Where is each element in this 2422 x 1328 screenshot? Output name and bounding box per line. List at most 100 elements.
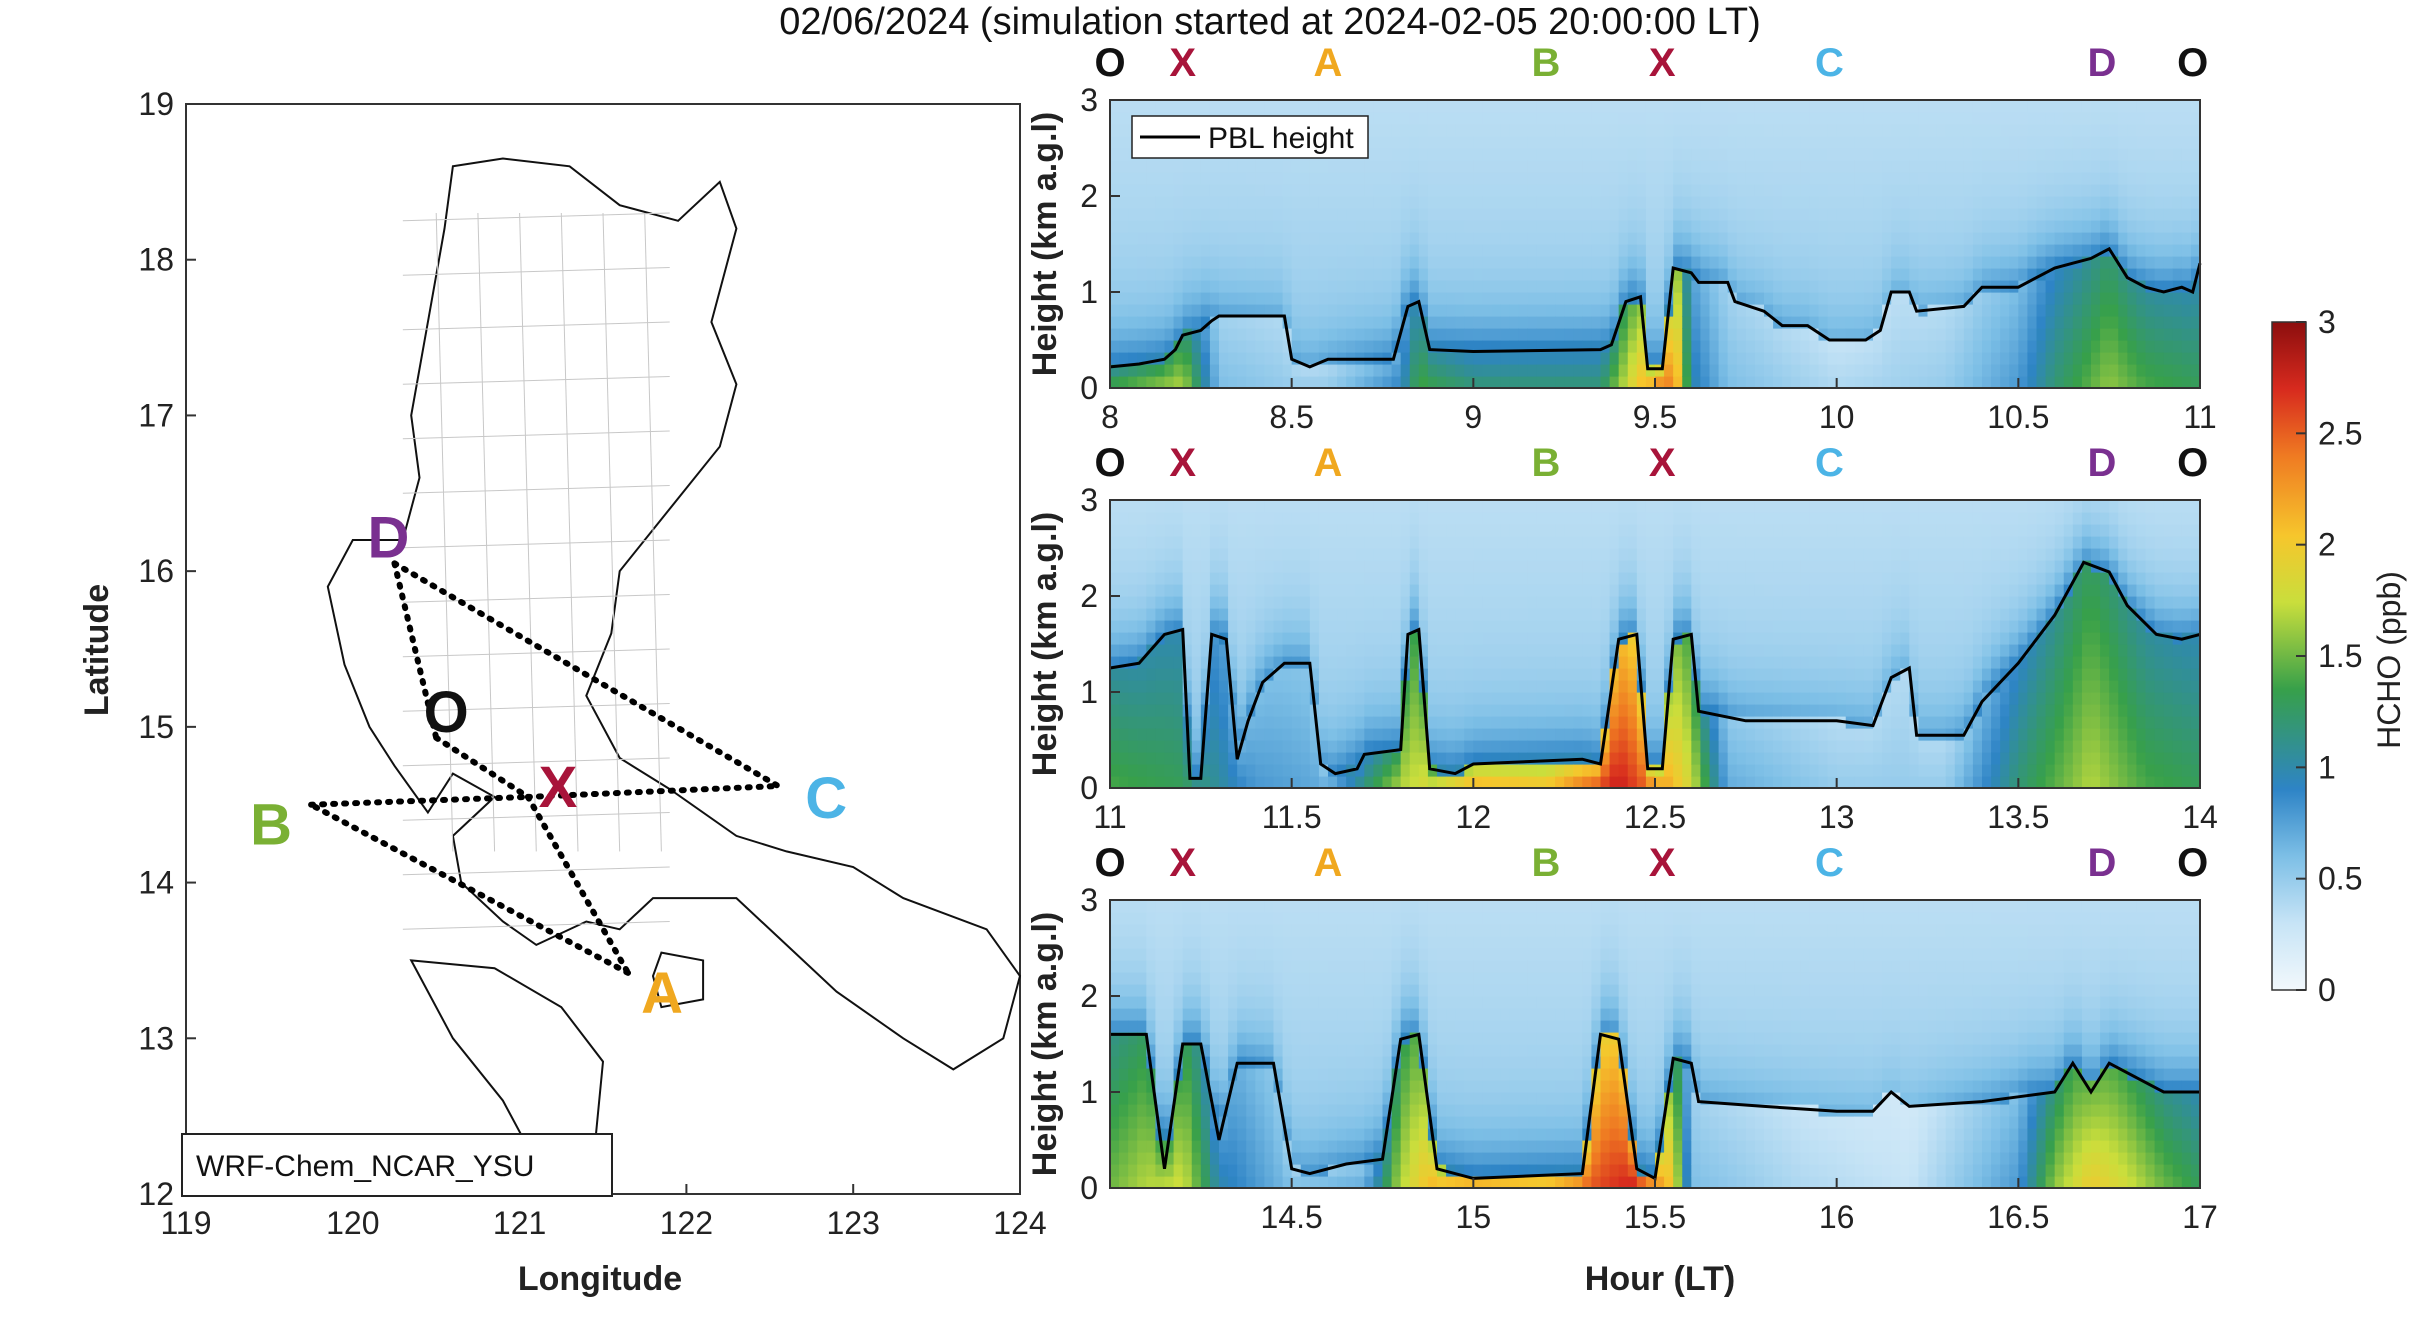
curtain-cell [2118, 124, 2128, 137]
curtain-cell [1854, 376, 1865, 389]
curtain-cell [1655, 232, 1665, 245]
curtain-cell [1927, 112, 1938, 125]
curtain-cell [1582, 172, 1593, 185]
curtain-cell [1146, 632, 1157, 645]
curtain-cell [1382, 328, 1393, 341]
curtain-cell [1773, 764, 1783, 777]
curtain-cell [1709, 572, 1720, 585]
curtain-cell [2081, 160, 2092, 173]
curtain-cell [1182, 524, 1193, 537]
curtain-cell [1509, 124, 1520, 137]
curtain-cell [1863, 608, 1874, 621]
curtain-cell [1564, 776, 1574, 789]
curtain-cell [1800, 196, 1811, 209]
curtain-cell [1509, 536, 1520, 549]
curtain-cell [2109, 352, 2119, 365]
curtain-cell [1809, 500, 1820, 513]
curtain-cell [1246, 680, 1256, 693]
curtain-cell [2136, 100, 2147, 113]
curtain-cell [1500, 316, 1511, 329]
curtain-cell [1318, 160, 1329, 173]
curtain-cell [1264, 268, 1275, 281]
curtain-cell [1972, 220, 1983, 233]
curtain-cell [1655, 752, 1665, 765]
curtain-cell [1536, 560, 1547, 573]
curtain-cell [1636, 656, 1647, 669]
curtain-cell [1600, 752, 1611, 765]
curtain-cell [1500, 304, 1511, 317]
curtain-cell [1110, 716, 1120, 729]
curtain-cell [2027, 340, 2038, 353]
curtain-cell [1328, 376, 1338, 389]
curtain-cell [1427, 328, 1438, 341]
curtain-cell [1627, 644, 1638, 657]
curtain-cell [1273, 776, 1284, 789]
curtain-cell [2181, 328, 2192, 341]
curtain-cell [1972, 124, 1983, 137]
curtain-cell [1546, 584, 1556, 597]
curtain-cell [1137, 752, 1147, 765]
curtain-cell [1500, 524, 1511, 537]
curtain-cell [1518, 232, 1529, 245]
curtain-cell [1818, 364, 1829, 377]
curtain-cell [1745, 512, 1756, 525]
curtain-cell [1682, 632, 1692, 645]
curtain-cell [1645, 172, 1656, 185]
curtain-cell [1437, 220, 1447, 233]
curtain-cell [1536, 584, 1547, 597]
curtain-cell [1745, 740, 1756, 753]
curtain-cell [1382, 692, 1393, 705]
curtain-cell [2054, 148, 2065, 161]
curtain-cell [1573, 148, 1583, 161]
curtain-cell [1110, 512, 1120, 525]
curtain-cell [2181, 340, 2192, 353]
curtain-cell [1518, 340, 1529, 353]
curtain-cell [1773, 620, 1783, 633]
curtain-cell [1655, 704, 1665, 717]
curtain-cell [1418, 644, 1429, 657]
curtain-cell [1482, 536, 1493, 549]
curtain-cell [1700, 148, 1711, 161]
curtain-cell [1800, 668, 1811, 681]
curtain-cell [1527, 100, 1538, 113]
curtain-cell [1337, 328, 1347, 341]
curtain-cell [2063, 184, 2074, 197]
curtain-cell [1600, 136, 1611, 149]
curtain-cell [1555, 500, 1565, 513]
curtain-cell [1809, 740, 1820, 753]
curtain-cell [1636, 536, 1647, 549]
curtain-cell [1736, 524, 1747, 537]
curtain-cell [1137, 304, 1147, 317]
curtain-cell [1627, 220, 1638, 233]
curtain-cell [1500, 100, 1511, 113]
curtain-cell [1718, 268, 1729, 281]
curtain-cell [1228, 172, 1238, 185]
curtain-cell [1509, 172, 1520, 185]
curtain-cell [1645, 656, 1656, 669]
curtain-cell [1700, 608, 1711, 621]
curtain-cell [1373, 112, 1384, 125]
curtain-cell [1764, 620, 1774, 633]
curtain-cell [1882, 256, 1892, 269]
curtain-cell [1609, 256, 1620, 269]
curtain-cell [1509, 256, 1520, 269]
curtain-cell [1909, 268, 1920, 281]
curtain-cell [1527, 340, 1538, 353]
curtain-cell [1546, 208, 1556, 221]
curtain-cell [1564, 608, 1574, 621]
curtain-cell [1282, 536, 1293, 549]
curtain-cell [1355, 776, 1365, 789]
curtain-cell [1754, 244, 1765, 257]
curtain-cell [1373, 160, 1384, 173]
curtain-cell [1600, 704, 1611, 717]
curtain-cell [1754, 608, 1765, 621]
curtain-cell [2000, 112, 2010, 125]
curtain-cell [1845, 100, 1856, 113]
curtain-cell [1191, 292, 1202, 305]
curtain-cell [1137, 208, 1147, 221]
curtain-cell [2181, 148, 2192, 161]
curtain-cell [2091, 148, 2101, 161]
curtain-cell [1328, 716, 1338, 729]
curtain-cell [1718, 256, 1729, 269]
curtain-cell [1745, 280, 1756, 293]
